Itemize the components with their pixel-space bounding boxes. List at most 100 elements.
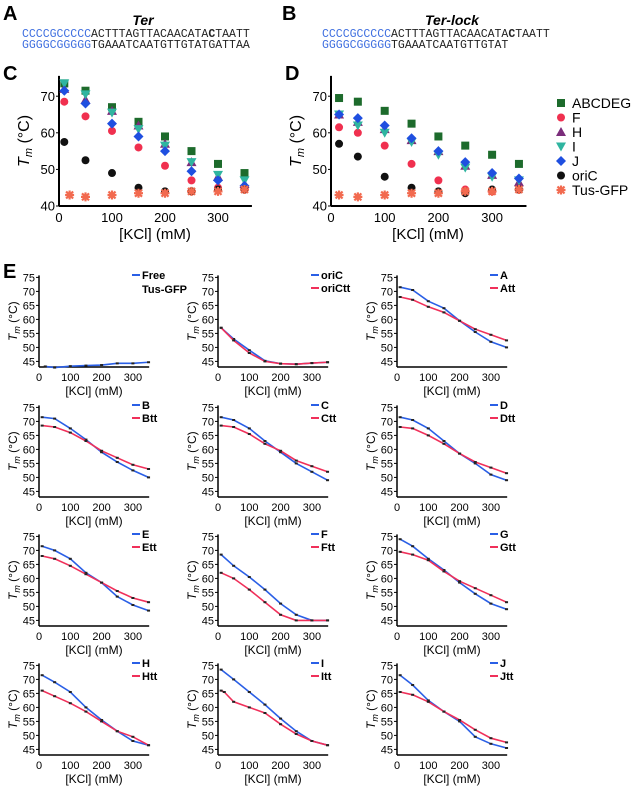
data-point	[380, 141, 389, 150]
y-label-symbol: T	[6, 720, 20, 729]
y-label-symbol: T	[185, 720, 199, 729]
y-tick-label: 75	[202, 531, 214, 543]
legend-label: A	[500, 270, 508, 282]
data-point	[59, 79, 70, 89]
x-tick-label: 300	[482, 372, 500, 384]
y-tick-label: 60	[381, 444, 393, 456]
data-point	[557, 113, 565, 122]
chart-E6: 45 50 55 60 65 70 75 0 100 200 300[KCl] (mM) Tm (°C…	[364, 400, 516, 528]
data-point	[458, 719, 462, 721]
data-point	[513, 173, 524, 184]
data-point	[81, 156, 90, 165]
data-point	[279, 362, 283, 365]
data-point	[557, 99, 565, 107]
data-point	[279, 717, 283, 720]
y-tick-label: 60	[313, 125, 327, 140]
x-tick-label: 200	[450, 372, 468, 384]
legend-label: C	[321, 400, 329, 412]
y-tick-label: 45	[381, 486, 393, 498]
legend-label: Att	[500, 283, 516, 295]
data-point	[294, 733, 298, 735]
data-point	[147, 601, 151, 604]
data-point	[505, 346, 509, 349]
data-point	[131, 735, 135, 738]
series-J	[59, 85, 250, 191]
y-label-subscript: m	[370, 456, 380, 464]
series-I	[219, 668, 330, 747]
x-tick-label: 300	[303, 760, 321, 772]
y-label-symbol: T	[16, 156, 33, 167]
legend-label: H	[572, 124, 582, 140]
legend-label: F	[321, 529, 328, 541]
data-point	[115, 590, 119, 592]
y-label-symbol: T	[364, 462, 378, 471]
y-tick-label: 70	[202, 674, 214, 686]
series-line	[399, 551, 507, 603]
y-tick-label: 45	[23, 744, 35, 756]
x-tick-label: 300	[303, 631, 321, 643]
data-point	[108, 169, 116, 178]
y-axis-label: Tm (°C)	[364, 301, 380, 341]
chart-E12: 45 50 55 60 65 70 75 0 100 200 300[KCl] (mM) Tm (°C…	[364, 658, 514, 786]
y-tick-label: 60	[23, 702, 35, 714]
y-tick-label: 50	[23, 601, 35, 613]
data-point	[294, 462, 298, 465]
y-tick-label: 70	[381, 286, 393, 298]
data-point	[68, 691, 72, 693]
legend-label: Tus-GFP	[142, 284, 187, 296]
y-tick-label: 75	[23, 660, 35, 672]
y-tick-label: 45	[381, 615, 393, 627]
data-point	[147, 468, 151, 470]
data-point	[398, 550, 402, 553]
y-tick-label: 65	[202, 300, 214, 312]
y-tick-label: 45	[23, 356, 35, 368]
series-Jtt	[398, 691, 509, 744]
data-point	[353, 152, 362, 161]
data-point	[489, 333, 493, 336]
data-point	[213, 175, 223, 186]
data-point	[160, 188, 170, 198]
legend-label: Ftt	[321, 542, 335, 554]
y-tick-label: 75	[381, 531, 393, 543]
data-point	[411, 298, 415, 301]
data-point	[406, 133, 417, 144]
y-tick-label: 45	[202, 744, 214, 756]
series-line	[45, 361, 149, 369]
data-point	[53, 366, 57, 369]
chart-E7: 45 50 55 60 65 70 75 0 100 200 300[KCl] (mM) Tm (°C…	[6, 529, 157, 657]
data-point	[426, 427, 430, 430]
data-point	[279, 451, 283, 454]
legend-label: J	[500, 658, 506, 670]
sequence-segment: TAATT	[515, 28, 550, 41]
data-point	[187, 147, 196, 156]
data-point	[458, 580, 462, 583]
legend-label: Jtt	[500, 671, 514, 683]
data-point	[247, 706, 251, 709]
series-D	[398, 416, 509, 482]
x-tick-label: 200	[92, 760, 110, 772]
data-point	[556, 156, 566, 166]
series-line	[220, 554, 328, 622]
data-point	[263, 588, 267, 591]
x-tick-label: 0	[36, 502, 42, 514]
data-point	[380, 172, 389, 181]
chart-E3: 45 50 55 60 65 70 75 0 100 200 300[KCl] (mM) Tm (°C…	[364, 270, 516, 398]
y-tick-label: 60	[202, 573, 214, 585]
data-point	[556, 142, 566, 152]
chart-C: 40 50 60 70 0 100 200 300 [KCl] (mM) Tm (°C)	[16, 75, 252, 243]
data-point	[489, 742, 493, 745]
data-point	[161, 132, 169, 141]
data-point	[460, 186, 470, 196]
x-tick-label: 200	[92, 631, 110, 643]
data-point	[147, 609, 151, 612]
y-tick-label: 50	[202, 472, 214, 484]
y-tick-label: 45	[202, 615, 214, 627]
x-axis-label: [KCl] (mM)	[392, 226, 464, 243]
y-tick-label: 50	[23, 342, 35, 354]
data-point	[294, 619, 298, 622]
x-axis-label: [KCl] (mM)	[65, 643, 122, 657]
chart-E8: 45 50 55 60 65 70 75 0 100 200 300[KCl] (mM) Tm (°C…	[185, 529, 335, 657]
x-tick-label: 100	[240, 631, 258, 643]
x-tick-label: 0	[394, 372, 400, 384]
y-label-unit: (°C)	[364, 301, 378, 326]
